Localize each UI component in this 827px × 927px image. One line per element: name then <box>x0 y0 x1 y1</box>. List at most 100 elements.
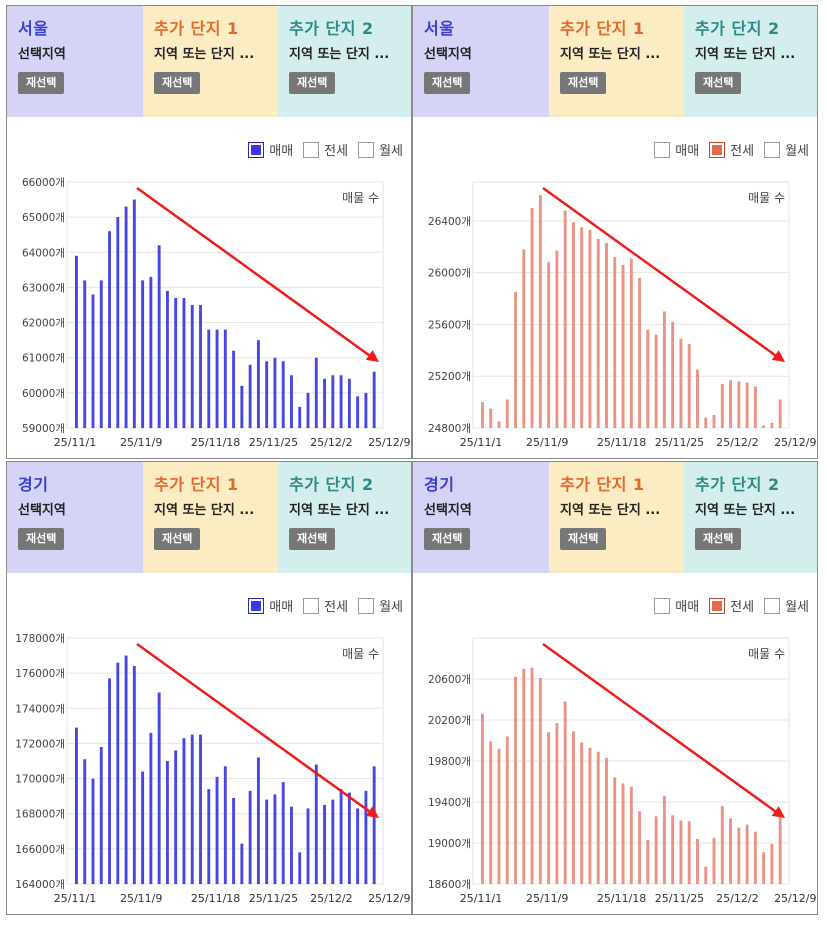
bar[interactable] <box>83 759 87 884</box>
region-reselect-button[interactable]: 재선택 <box>18 528 65 550</box>
legend-buy-checkbox[interactable] <box>248 597 265 614</box>
legend-jeonse-checkbox[interactable] <box>303 141 320 158</box>
bar[interactable] <box>364 392 368 428</box>
extra-complex-1-reselect-button[interactable]: 재선택 <box>154 528 201 550</box>
legend-jeonse-checkbox[interactable] <box>709 597 726 614</box>
bar[interactable] <box>265 361 269 428</box>
bar[interactable] <box>770 844 774 884</box>
bar[interactable] <box>671 321 675 428</box>
bar[interactable] <box>753 831 757 884</box>
bar[interactable] <box>729 380 733 428</box>
bar[interactable] <box>91 294 95 428</box>
bar[interactable] <box>712 837 716 884</box>
bar[interactable] <box>207 329 211 428</box>
legend-buy-toggle[interactable]: 매매 <box>654 140 699 159</box>
extra-complex-1-reselect-button[interactable]: 재선택 <box>560 72 607 94</box>
bar[interactable] <box>489 408 493 428</box>
bar[interactable] <box>132 199 136 428</box>
bar[interactable] <box>497 421 501 428</box>
bar[interactable] <box>331 799 335 884</box>
bar[interactable] <box>306 392 310 428</box>
bar[interactable] <box>116 662 120 884</box>
bar[interactable] <box>712 415 716 428</box>
bar[interactable] <box>571 222 575 428</box>
bar[interactable] <box>157 692 161 884</box>
bar[interactable] <box>165 290 169 428</box>
bar[interactable] <box>671 815 675 884</box>
bar[interactable] <box>323 804 327 884</box>
bar[interactable] <box>704 866 708 884</box>
bar[interactable] <box>638 277 642 428</box>
bar[interactable] <box>339 789 343 884</box>
bar[interactable] <box>662 795 666 884</box>
bar[interactable] <box>207 789 211 884</box>
bar[interactable] <box>240 843 244 884</box>
bar[interactable] <box>174 297 178 428</box>
bar[interactable] <box>522 668 526 884</box>
bar[interactable] <box>108 678 111 884</box>
bar[interactable] <box>215 329 219 428</box>
region-reselect-button[interactable]: 재선택 <box>18 72 65 94</box>
bar[interactable] <box>223 766 227 884</box>
bar[interactable] <box>240 385 244 428</box>
bar[interactable] <box>745 382 749 428</box>
bar[interactable] <box>364 790 368 884</box>
bar[interactable] <box>505 736 509 884</box>
bar[interactable] <box>372 371 376 428</box>
bar[interactable] <box>298 852 302 884</box>
legend-jeonse-checkbox[interactable] <box>709 141 726 158</box>
bar[interactable] <box>165 761 169 884</box>
bar[interactable] <box>522 249 526 428</box>
bar[interactable] <box>141 280 145 428</box>
legend-buy-toggle[interactable]: 매매 <box>248 596 293 615</box>
legend-jeonse-toggle[interactable]: 전세 <box>709 596 754 615</box>
bar[interactable] <box>580 742 584 884</box>
bar[interactable] <box>629 258 633 428</box>
legend-buy-checkbox[interactable] <box>654 597 671 614</box>
bar[interactable] <box>91 778 95 884</box>
bar[interactable] <box>613 257 617 428</box>
bar[interactable] <box>704 417 708 428</box>
bar[interactable] <box>662 311 666 428</box>
legend-monthly-toggle[interactable]: 월세 <box>764 140 809 159</box>
bar[interactable] <box>356 396 360 428</box>
bar[interactable] <box>347 792 351 884</box>
bar[interactable] <box>563 701 567 884</box>
bar[interactable] <box>588 747 592 884</box>
bar[interactable] <box>149 276 153 428</box>
bar[interactable] <box>778 817 782 884</box>
bar[interactable] <box>729 818 733 884</box>
bar[interactable] <box>580 227 584 428</box>
bar[interactable] <box>720 383 724 428</box>
bar[interactable] <box>356 808 360 884</box>
bar[interactable] <box>306 808 310 884</box>
bar[interactable] <box>481 402 484 428</box>
extra-complex-2-reselect-button[interactable]: 재선택 <box>695 528 742 550</box>
bar[interactable] <box>621 783 625 884</box>
bar[interactable] <box>530 667 534 884</box>
bar[interactable] <box>75 255 78 428</box>
legend-jeonse-toggle[interactable]: 전세 <box>303 140 348 159</box>
bar[interactable] <box>638 811 642 884</box>
bar[interactable] <box>646 839 650 884</box>
bar[interactable] <box>298 406 302 428</box>
bar[interactable] <box>174 750 178 884</box>
bar[interactable] <box>555 723 559 884</box>
legend-jeonse-toggle[interactable]: 전세 <box>303 596 348 615</box>
bar[interactable] <box>149 732 153 884</box>
bar[interactable] <box>737 381 741 428</box>
bar[interactable] <box>547 732 551 884</box>
bar[interactable] <box>232 350 236 428</box>
bar[interactable] <box>108 231 111 428</box>
legend-monthly-checkbox[interactable] <box>764 141 781 158</box>
bar[interactable] <box>497 748 501 884</box>
bar[interactable] <box>745 824 749 884</box>
bar[interactable] <box>223 329 227 428</box>
bar[interactable] <box>190 305 194 428</box>
bar[interactable] <box>505 399 509 428</box>
bar[interactable] <box>372 766 376 884</box>
bar[interactable] <box>83 280 87 428</box>
bar[interactable] <box>596 751 600 884</box>
bar[interactable] <box>248 790 252 884</box>
bar[interactable] <box>116 217 120 428</box>
